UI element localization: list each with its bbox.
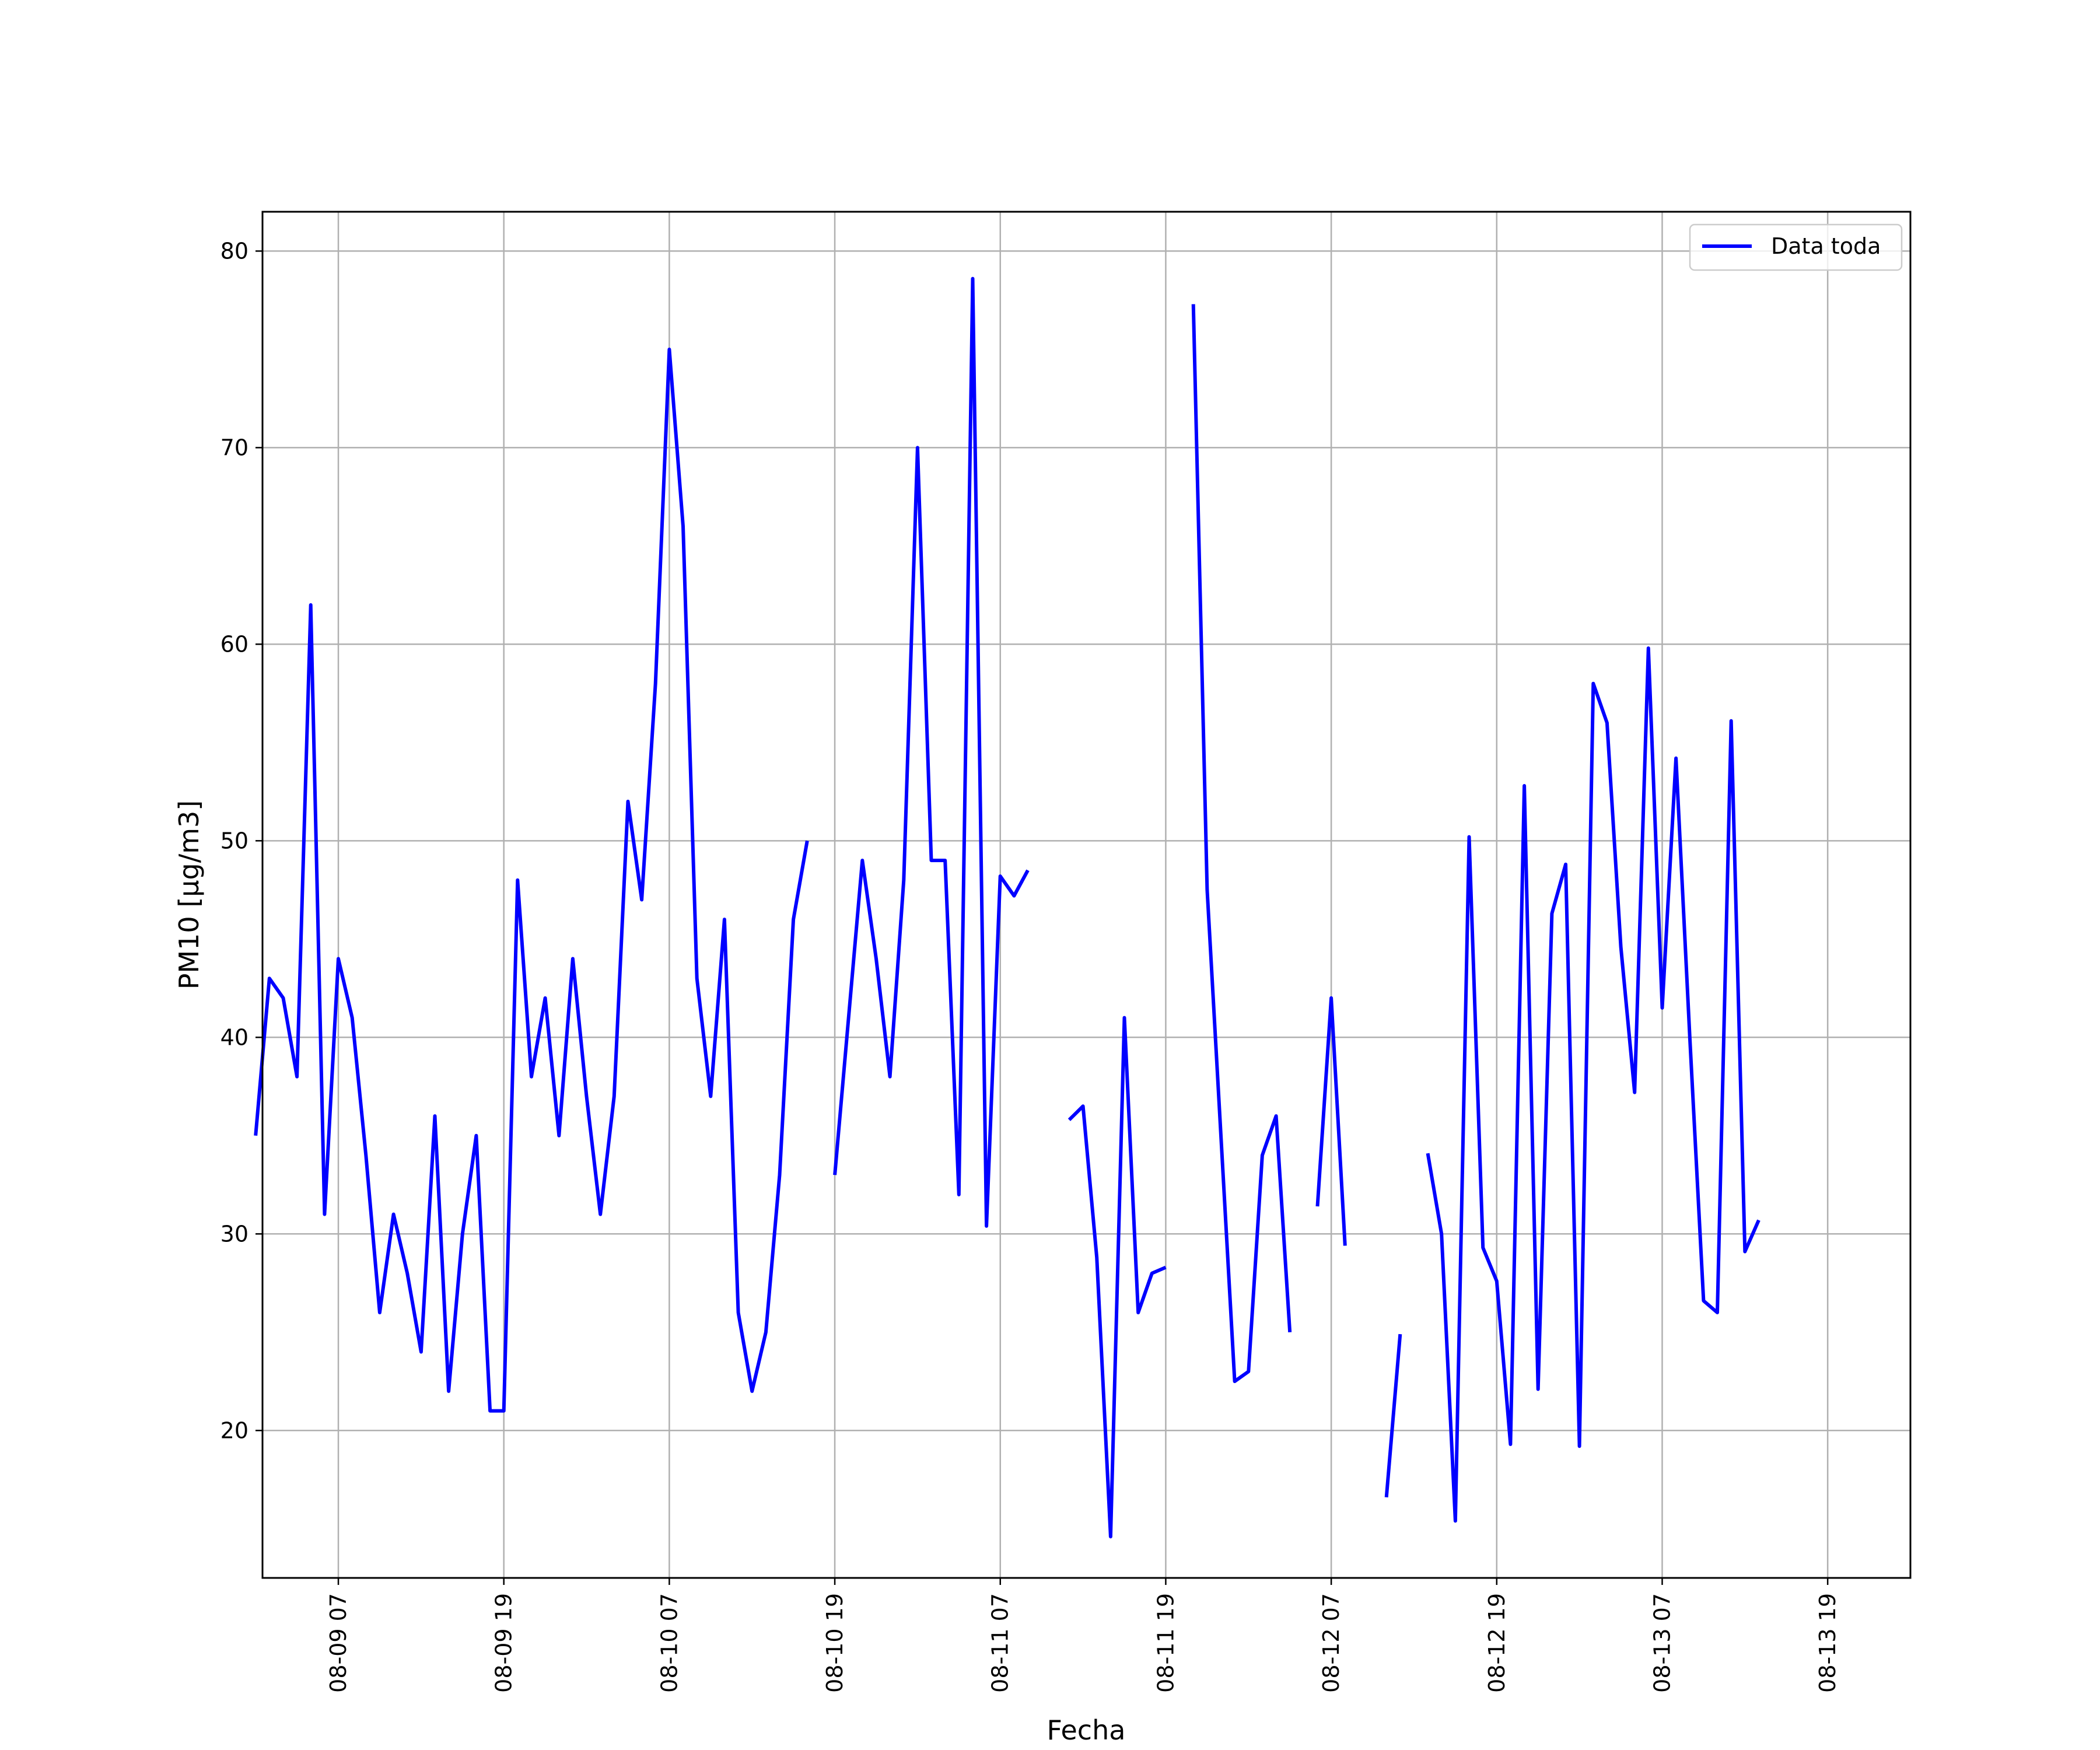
series-line-0-segment-5 [1384,1334,1402,1498]
y-tick-label-50: 50 [220,828,249,853]
x-axis-label: Fecha [1047,1714,1126,1746]
series-line-0-segment-4 [1315,996,1347,1246]
y-tick-label-60: 60 [220,631,249,657]
x-tick-label-2: 08-10 07 [656,1593,682,1693]
legend-label-data-toda: Data toda [1771,233,1881,259]
x-tick-label-4: 08-11 07 [988,1593,1013,1693]
legend-box [1689,223,1903,271]
x-tick-label-0: 08-09 07 [326,1593,351,1693]
plot-frame [261,211,1912,1579]
x-tick-label-5: 08-11 19 [1153,1593,1178,1693]
x-tick-label-6: 08-12 07 [1318,1593,1344,1693]
x-tick-label-1: 08-09 19 [491,1593,517,1693]
grid-lines [262,212,1910,1578]
y-axis-label: PM10 [μg/m3] [173,800,205,990]
y-tick-label-40: 40 [220,1024,249,1050]
series-group [254,276,1760,1539]
series-line-0-segment-6 [1426,646,1760,1523]
x-tick-label-7: 08-12 19 [1484,1593,1510,1693]
x-axis: 08-09 07 08-09 19 08-10 07 08-10 19 08-11 07… [326,1578,1840,1693]
x-tick-label-9: 08-13 19 [1815,1593,1840,1693]
y-tick-label-30: 30 [220,1221,249,1247]
series-line-0-segment-1 [833,276,1030,1228]
series-line-0-segment-3 [1191,304,1292,1383]
legend: Data toda [1689,223,1903,271]
series-line-0-segment-2 [1068,1016,1167,1539]
y-axis: 20 30 40 50 60 70 80 [220,238,262,1443]
series-line-0-segment-0 [254,347,809,1413]
y-tick-label-80: 80 [220,238,249,264]
x-tick-label-3: 08-10 19 [822,1593,848,1693]
x-tick-label-8: 08-13 07 [1649,1593,1675,1693]
y-tick-label-20: 20 [220,1418,249,1443]
y-tick-label-70: 70 [220,435,249,460]
